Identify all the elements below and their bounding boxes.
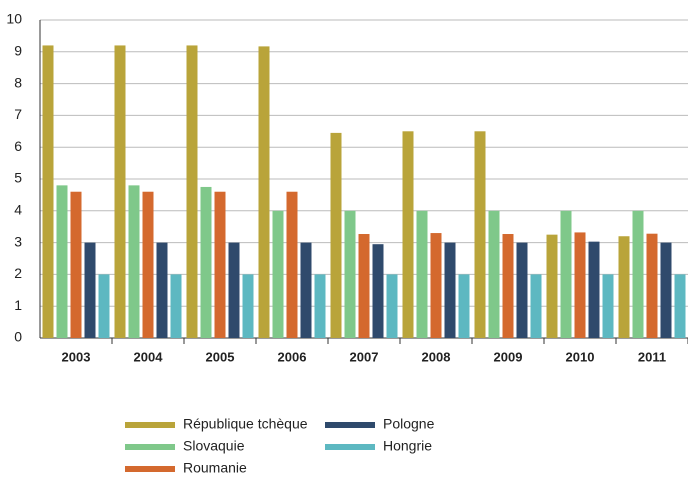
- bar: [488, 210, 500, 338]
- bar: [214, 191, 226, 338]
- x-tick-label: 2007: [350, 349, 379, 364]
- bar: [70, 191, 82, 338]
- bar: [358, 234, 370, 338]
- bar: [56, 185, 68, 338]
- bar: [402, 131, 414, 338]
- bar: [156, 242, 168, 338]
- bar: [200, 186, 212, 338]
- bar: [602, 274, 614, 338]
- bar: [530, 274, 542, 338]
- bar: [128, 185, 140, 338]
- bar: [142, 191, 154, 338]
- bar: [474, 131, 486, 338]
- x-tick-label: 2009: [494, 349, 523, 364]
- bar: [660, 242, 672, 338]
- y-tick-label: 8: [14, 74, 22, 90]
- bar: [416, 210, 428, 338]
- x-tick-label: 2010: [566, 349, 595, 364]
- y-tick-label: 3: [14, 233, 22, 249]
- legend-swatch: [125, 444, 175, 450]
- x-tick-label: 2004: [134, 349, 164, 364]
- bar: [170, 274, 182, 338]
- bar: [444, 242, 456, 338]
- bar: [618, 236, 630, 338]
- bar: [242, 274, 254, 338]
- legend-swatch: [325, 444, 375, 450]
- y-tick-label: 10: [6, 11, 22, 27]
- y-tick-label: 6: [14, 138, 22, 154]
- bar: [42, 45, 54, 338]
- legend-swatch: [125, 466, 175, 472]
- y-tick-label: 0: [14, 329, 22, 345]
- x-tick-label: 2005: [206, 349, 235, 364]
- bar: [546, 234, 558, 338]
- legend-label: Roumanie: [183, 460, 247, 476]
- bar: [228, 242, 240, 338]
- bar: [344, 210, 356, 338]
- legend-label: Slovaquie: [183, 438, 245, 454]
- bar: [314, 274, 326, 338]
- bar: [574, 232, 586, 338]
- bar: [458, 274, 470, 338]
- bar: [516, 242, 528, 338]
- legend-swatch: [325, 422, 375, 428]
- y-tick-label: 9: [14, 43, 22, 59]
- legend-label: République tchèque: [183, 416, 308, 432]
- bar: [430, 233, 442, 338]
- bar: [632, 210, 644, 338]
- legend-swatch: [125, 422, 175, 428]
- bar: [674, 274, 686, 338]
- bar: [588, 241, 600, 338]
- bar: [300, 242, 312, 338]
- x-tick-label: 2006: [278, 349, 307, 364]
- bar: [286, 191, 298, 338]
- bar: [330, 132, 342, 338]
- bar: [502, 234, 514, 338]
- bar: [186, 45, 198, 338]
- bar: [386, 274, 398, 338]
- legend-label: Hongrie: [383, 438, 432, 454]
- y-tick-label: 2: [14, 265, 22, 281]
- bar: [560, 210, 572, 338]
- y-tick-label: 4: [14, 202, 22, 218]
- bar: [114, 45, 126, 338]
- bar: [646, 233, 658, 338]
- bar: [98, 274, 110, 338]
- x-tick-label: 2011: [638, 349, 666, 364]
- bar: [272, 210, 284, 338]
- x-tick-label: 2008: [422, 349, 451, 364]
- y-tick-label: 1: [14, 297, 22, 313]
- x-tick-label: 2003: [62, 349, 91, 364]
- bar: [372, 244, 384, 338]
- legend-label: Pologne: [383, 416, 435, 432]
- y-tick-label: 5: [14, 170, 22, 186]
- bar: [84, 242, 96, 338]
- bar: [258, 46, 270, 338]
- y-tick-label: 7: [14, 106, 22, 122]
